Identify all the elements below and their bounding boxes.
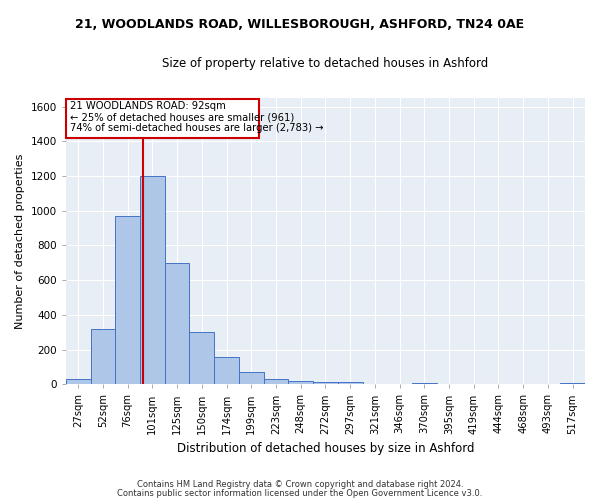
Text: 21 WOODLANDS ROAD: 92sqm: 21 WOODLANDS ROAD: 92sqm — [70, 101, 226, 111]
Bar — [140, 176, 165, 384]
Bar — [412, 382, 437, 384]
Bar — [91, 329, 115, 384]
Bar — [560, 382, 585, 384]
Bar — [239, 372, 263, 384]
Title: Size of property relative to detached houses in Ashford: Size of property relative to detached ho… — [162, 58, 488, 70]
Bar — [313, 382, 338, 384]
Bar — [263, 379, 289, 384]
Bar — [67, 99, 259, 138]
Text: 74% of semi-detached houses are larger (2,783) →: 74% of semi-detached houses are larger (… — [70, 124, 323, 134]
Bar — [214, 358, 239, 384]
Text: Contains HM Land Registry data © Crown copyright and database right 2024.: Contains HM Land Registry data © Crown c… — [137, 480, 463, 489]
Bar — [115, 216, 140, 384]
Bar — [66, 379, 91, 384]
Bar — [289, 381, 313, 384]
Text: ← 25% of detached houses are smaller (961): ← 25% of detached houses are smaller (96… — [70, 112, 294, 122]
Y-axis label: Number of detached properties: Number of detached properties — [15, 154, 25, 329]
Text: Contains public sector information licensed under the Open Government Licence v3: Contains public sector information licen… — [118, 488, 482, 498]
Bar — [338, 382, 362, 384]
X-axis label: Distribution of detached houses by size in Ashford: Distribution of detached houses by size … — [176, 442, 474, 455]
Bar — [165, 263, 190, 384]
Text: 21, WOODLANDS ROAD, WILLESBOROUGH, ASHFORD, TN24 0AE: 21, WOODLANDS ROAD, WILLESBOROUGH, ASHFO… — [76, 18, 524, 30]
Bar — [190, 332, 214, 384]
